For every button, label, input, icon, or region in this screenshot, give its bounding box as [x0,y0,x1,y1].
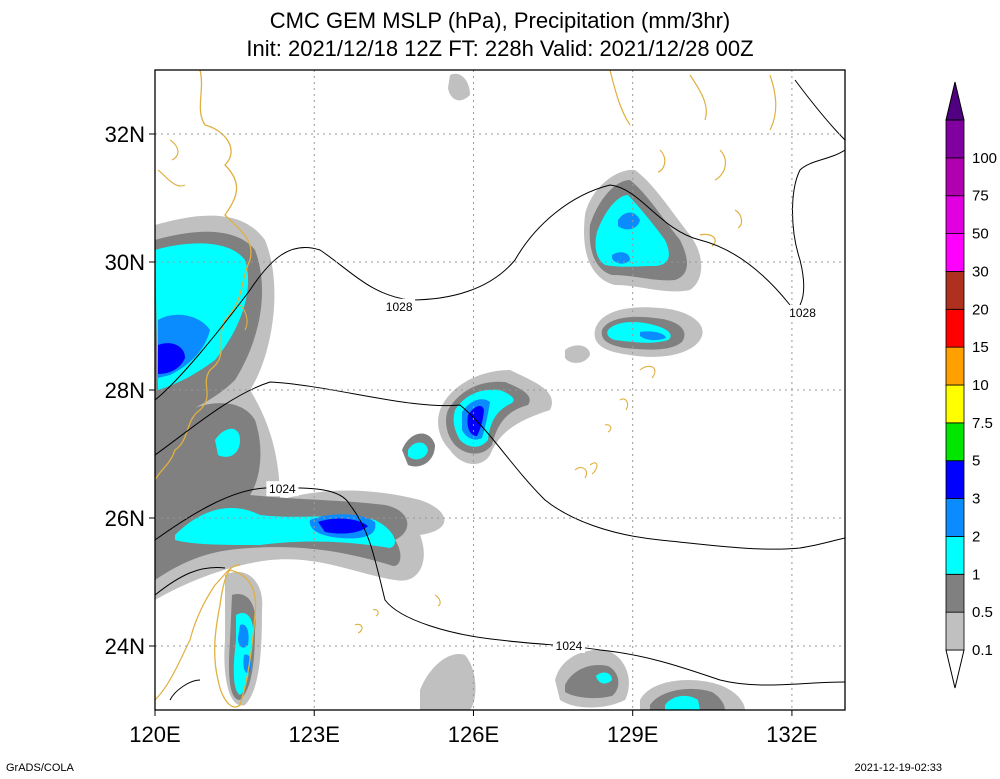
legend-swatch [945,119,965,159]
legend-label: 100 [972,150,997,167]
legend-label: 2 [972,528,980,545]
precip-area-0.1 [565,345,590,363]
precip-area-2 [243,654,252,674]
legend-swatch [945,498,965,537]
coastline-china-islands [157,139,248,331]
legend-swatch [945,384,965,424]
legend-swatch [945,422,965,462]
legend-swatch [945,460,965,499]
precip-area-3 [318,518,368,534]
precip-area-1 [408,442,428,460]
isobar-label: 1028 [386,300,413,314]
precip-area-1 [233,612,254,695]
footer-credit: GrADS/COLA [6,762,74,774]
isobar-label-bg [786,305,819,321]
precip-area-2 [612,252,630,264]
isobar-label-bg [383,298,416,314]
legend-label: 0.1 [972,642,993,659]
precip-area-2 [238,624,249,648]
coastline-ryukyu [354,365,656,634]
axis-ticks: 120E 123E 126E 129E 132E 24N 26N 28N 30N 32N [105,122,818,747]
legend-label: 10 [972,377,989,394]
precip-area-1 [596,672,612,684]
isobar-label: 1024 [556,639,583,653]
footer-timestamp: 2021-12-19-02:33 [854,762,942,774]
legend-swatch [945,611,965,651]
isobar-label-bg [266,481,299,497]
isobar-1024-sw [155,566,226,701]
precip-area-1 [215,428,240,457]
legend-top-arrow [945,81,965,121]
lat-tick-label: 32N [105,122,145,147]
map-title: CMC GEM MSLP (hPa), Precipitation (mm/3h… [269,8,731,33]
legend-bottom-arrow [945,649,965,689]
precip-area-2 [640,331,666,341]
lon-tick-label: 132E [766,722,817,747]
legend-label: 1 [972,566,980,583]
isobar-1024-north [155,381,845,550]
lat-tick-label: 30N [105,250,145,275]
coastline-taiwan [214,569,257,708]
legend-swatch [945,157,965,197]
coastline-china [155,70,252,481]
isobar-label: 1024 [269,482,296,496]
precipitation-layer [155,73,745,710]
precip-area-1 [665,695,700,710]
isobar-1028-east [792,79,845,306]
precip-legend: 0.1 0.5 1 2 3 5 7.5 10 15 20 30 50 75 100 [945,81,997,689]
precip-area-1 [595,195,669,267]
isobar-label-bg [553,638,585,653]
precip-area-2 [618,212,640,230]
legend-label: 5 [972,453,980,470]
legend-label: 50 [972,226,989,243]
lon-tick-label: 120E [129,722,180,747]
precip-area-0.1 [420,654,476,710]
lat-tick-label: 24N [105,634,145,659]
lon-tick-label: 126E [448,722,499,747]
legend-swatch [945,195,965,234]
legend-label: 20 [972,301,989,318]
lat-tick-label: 26N [105,506,145,531]
coastline-korea-japan [609,70,777,247]
isobar-1028-west [155,184,791,401]
legend-swatch [945,271,965,310]
legend-swatch [945,573,965,613]
lat-tick-label: 28N [105,378,145,403]
coastline-fujian-south [155,564,241,701]
legend-swatch [945,308,965,348]
legend-label: 30 [972,263,989,280]
legend-label: 0.5 [972,604,993,621]
legend-label: 7.5 [972,415,993,432]
precip-area-0.1 [448,73,470,101]
isobar-labels: 1028 1028 1024 1024 [266,298,819,653]
legend-swatch [945,536,965,575]
legend-label: 3 [972,491,980,508]
legend-label: 75 [972,188,989,205]
precip-area-3 [158,343,185,374]
precip-area-3 [467,405,484,436]
map-subtitle: Init: 2021/12/18 12Z FT: 228h Valid: 202… [246,36,754,61]
legend-label: 15 [972,339,989,356]
isobar-label: 1028 [789,306,816,320]
lon-tick-label: 123E [289,722,340,747]
legend-swatch [945,233,965,272]
coastline-layer [155,70,777,708]
lon-tick-label: 129E [607,722,658,747]
legend-swatch [945,346,965,386]
